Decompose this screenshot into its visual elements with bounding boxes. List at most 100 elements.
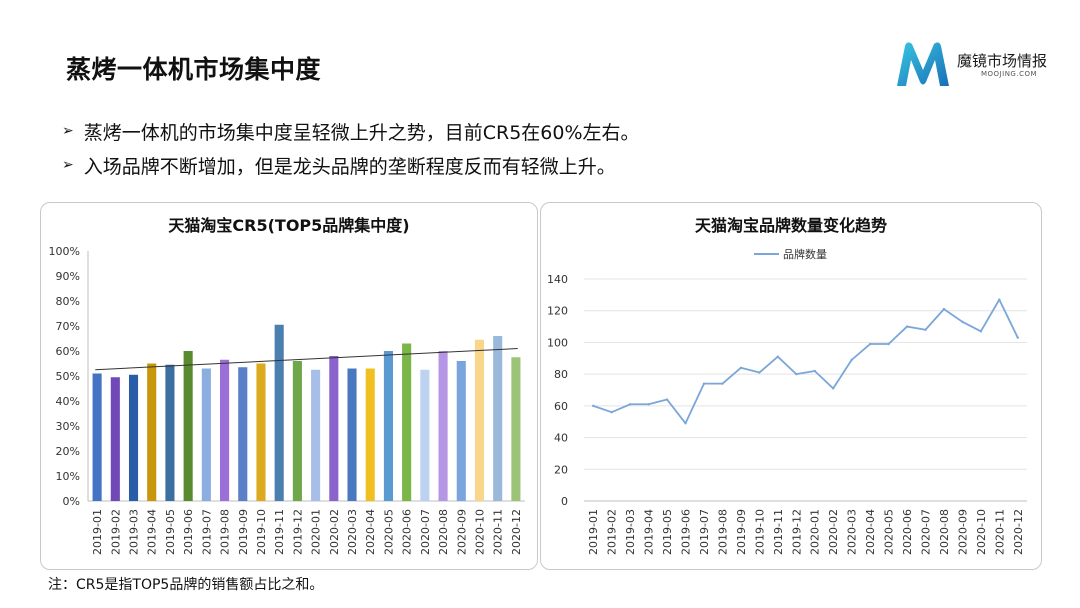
x-tick-label: 2020-01 — [310, 509, 323, 555]
x-tick-label: 2019-10 — [753, 509, 766, 555]
x-tick-label: 2020-10 — [473, 509, 486, 555]
x-tick-label: 2019-10 — [255, 509, 268, 555]
x-tick-label: 2020-05 — [883, 509, 896, 555]
brand-logo: 魔镜市场情报 MOOJING.COM — [893, 40, 1058, 92]
data-point — [684, 422, 687, 425]
x-tick-label: 2019-03 — [128, 509, 141, 555]
y-tick-label: 20 — [554, 463, 568, 476]
x-tick-label: 2019-09 — [237, 509, 250, 555]
y-tick-label: 60% — [56, 345, 80, 358]
bar — [220, 359, 230, 501]
bar — [201, 368, 211, 501]
moojing-logo-icon — [897, 42, 949, 86]
data-point — [776, 355, 780, 358]
data-point — [665, 398, 669, 401]
x-tick-label: 2019-02 — [606, 509, 619, 555]
x-tick-label: 2020-06 — [901, 509, 914, 555]
logo-domain: MOOJING.COM — [981, 70, 1038, 78]
bar — [511, 357, 521, 501]
x-tick-label: 2020-02 — [328, 509, 341, 555]
bar — [365, 368, 375, 501]
x-tick-label: 2019-04 — [146, 509, 159, 555]
x-tick-label: 2020-03 — [346, 509, 359, 555]
bar — [474, 339, 485, 501]
x-tick-label: 2020-03 — [846, 509, 859, 555]
x-tick-label: 2020-08 — [938, 509, 951, 555]
x-tick-label: 2020-12 — [510, 509, 523, 555]
x-tick-label: 2019-08 — [716, 509, 729, 555]
y-tick-label: 40 — [554, 432, 568, 445]
data-point — [628, 403, 632, 406]
x-tick-label: 2020-04 — [864, 509, 877, 555]
bar — [383, 351, 393, 501]
bar — [292, 361, 302, 501]
bar — [311, 369, 321, 501]
chart-title: 天猫淘宝品牌数量变化趋势 — [695, 216, 887, 235]
y-tick-label: 50% — [56, 370, 80, 383]
data-point — [979, 330, 983, 333]
bar — [438, 351, 448, 501]
bar — [165, 364, 175, 501]
data-point — [998, 298, 1001, 301]
data-point — [813, 369, 816, 373]
y-tick-label: 100% — [49, 245, 80, 258]
bar — [493, 336, 503, 501]
y-tick-label: 100 — [547, 336, 568, 349]
x-tick-label: 2020-06 — [401, 509, 414, 555]
x-tick-label: 2019-02 — [109, 509, 122, 555]
bullet-item: ➢ 蒸烤一体机的市场集中度呈轻微上升之势，目前CR5在60%左右。 — [62, 114, 640, 148]
bar — [128, 374, 139, 501]
trendline — [95, 348, 518, 371]
bar — [329, 356, 339, 501]
y-tick-label: 20% — [56, 445, 80, 458]
data-point — [610, 411, 613, 414]
data-point — [831, 387, 835, 390]
chart-title: 天猫淘宝CR5(TOP5品牌集中度) — [168, 216, 409, 235]
y-tick-label: 40% — [56, 395, 80, 408]
bar — [183, 351, 193, 501]
x-tick-label: 2020-11 — [492, 509, 505, 555]
x-tick-label: 2020-08 — [437, 509, 450, 555]
x-tick-label: 2020-04 — [364, 509, 377, 555]
bar — [402, 343, 412, 501]
cr5-bar-chart: 天猫淘宝CR5(TOP5品牌集中度) 0% 10% 20% 30% 40% 50% 60% 70… — [49, 216, 525, 555]
y-tick-label: 140 — [547, 273, 568, 286]
x-tick-label: 2020-07 — [419, 509, 432, 555]
data-point — [868, 342, 872, 346]
y-tick-label: 0 — [561, 495, 568, 508]
bar — [256, 363, 266, 501]
bar — [238, 367, 248, 501]
bar — [92, 373, 102, 501]
bar — [456, 361, 466, 501]
data-point — [850, 358, 853, 362]
data-point — [702, 382, 706, 385]
data-point — [592, 404, 595, 408]
data-point — [647, 403, 650, 406]
x-tick-label: 2020-05 — [382, 509, 395, 555]
y-tick-label: 80 — [554, 368, 568, 381]
bullet-list: ➢ 蒸烤一体机的市场集中度呈轻微上升之势，目前CR5在60%左右。 ➢ 入场品牌… — [62, 114, 640, 182]
arrow-bullet-icon: ➢ — [62, 157, 74, 173]
x-tick-label: 2019-07 — [200, 509, 213, 555]
x-tick-label: 2019-12 — [291, 509, 304, 555]
bar — [420, 369, 430, 501]
x-tick-label: 2020-10 — [975, 509, 988, 555]
arrow-bullet-icon: ➢ — [62, 123, 74, 139]
y-tick-label: 0% — [63, 495, 80, 508]
y-tick-label: 60 — [554, 400, 568, 413]
bullet-item: ➢ 入场品牌不断增加，但是龙头品牌的垄断程度反而有轻微上升。 — [62, 148, 640, 182]
data-point — [887, 342, 890, 346]
x-tick-label: 2019-05 — [164, 509, 177, 555]
x-tick-label: 2019-12 — [790, 509, 803, 555]
bar — [347, 368, 357, 501]
x-tick-label: 2019-04 — [643, 509, 656, 555]
x-tick-label: 2019-08 — [219, 509, 232, 555]
data-point — [758, 371, 761, 374]
y-tick-label: 10% — [56, 470, 80, 483]
x-tick-label: 2019-01 — [587, 509, 600, 555]
bar — [110, 377, 120, 501]
data-point — [739, 366, 743, 369]
data-point — [795, 372, 798, 376]
data-point — [942, 307, 946, 311]
